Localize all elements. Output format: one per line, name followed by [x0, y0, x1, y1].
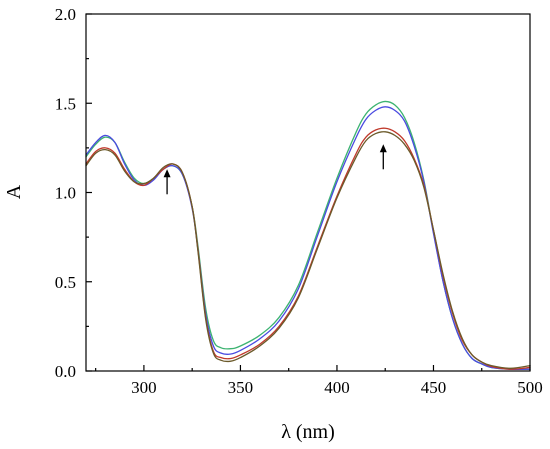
x-tick-label: 350 [228, 378, 254, 397]
y-tick-label: 0.0 [55, 362, 76, 381]
series-line-3 [85, 127, 531, 370]
series-line-4 [85, 131, 531, 369]
y-tick-label: 2.0 [55, 5, 76, 24]
y-tick-label: 0.5 [55, 273, 76, 292]
x-tick-label: 300 [131, 378, 157, 397]
series-lines [85, 100, 531, 370]
x-tick-label: 400 [324, 378, 350, 397]
y-axis-title: A [3, 184, 25, 199]
x-axis: 300 350 400 450 500 [95, 365, 543, 397]
series-line-1 [85, 100, 531, 370]
plot-frame [85, 13, 531, 372]
x-tick-label: 500 [517, 378, 543, 397]
series-line-2 [85, 106, 531, 370]
y-tick-label: 1.0 [55, 184, 76, 203]
arrow-up-icon [163, 169, 171, 178]
arrow-annotations [163, 144, 387, 195]
x-axis-title: λ (nm) [281, 421, 335, 443]
arrow-up-icon [379, 144, 387, 153]
y-axis: 0.0 0.5 1.0 1.5 2.0 [55, 5, 92, 381]
x-tick-label: 450 [421, 378, 447, 397]
y-tick-label: 1.5 [55, 94, 76, 113]
